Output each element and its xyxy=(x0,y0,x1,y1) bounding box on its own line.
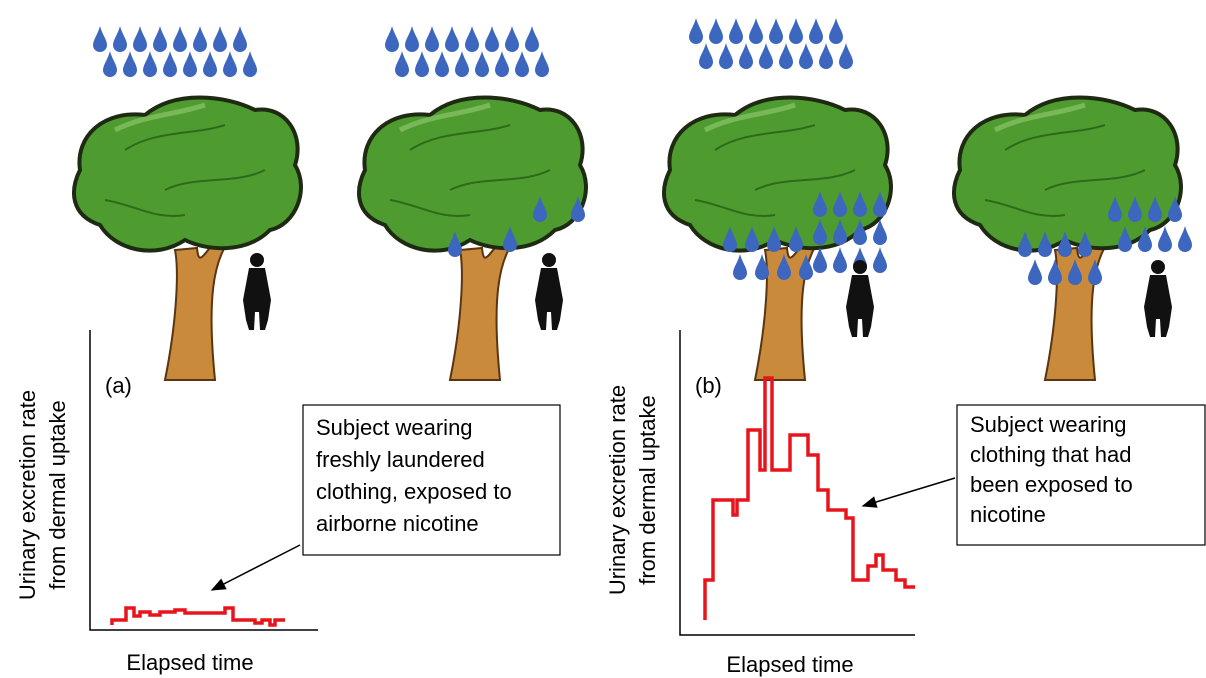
rain-drop xyxy=(133,26,147,52)
arrow xyxy=(212,545,300,590)
rain-drop xyxy=(1028,259,1042,285)
rain-drop xyxy=(455,51,469,77)
rain-drop xyxy=(769,18,783,44)
rain-drop xyxy=(833,247,847,273)
rain-drop xyxy=(873,247,887,273)
rain-drop xyxy=(223,51,237,77)
rain-drop xyxy=(709,18,723,44)
rain-drop xyxy=(1158,226,1172,252)
annotation: Subject wearing xyxy=(316,415,473,440)
person xyxy=(535,253,563,330)
rain-drop xyxy=(123,51,137,77)
rain-drop xyxy=(733,254,747,280)
y-label: Urinary excretion rate xyxy=(605,385,630,595)
y-label: Urinary excretion rate xyxy=(15,390,40,600)
rain-drop xyxy=(153,26,167,52)
rain-drop xyxy=(813,247,827,273)
rain-drop xyxy=(475,51,489,77)
rain-drop xyxy=(535,51,549,77)
rain-drop xyxy=(173,26,187,52)
illustration xyxy=(74,18,1192,380)
person xyxy=(243,253,271,330)
diagram: (a) Urinary excretion rate from dermal u… xyxy=(0,0,1206,678)
rain-drop xyxy=(1178,226,1192,252)
rain-drop xyxy=(103,51,117,77)
rain-drop xyxy=(193,26,207,52)
annotation: clothing that had xyxy=(970,442,1131,467)
rain-drop xyxy=(689,18,703,44)
rain-drop xyxy=(435,51,449,77)
person xyxy=(1144,260,1172,337)
tree xyxy=(359,98,586,381)
rain-drop xyxy=(839,43,853,69)
rain-drop xyxy=(415,51,429,77)
rain-drop xyxy=(385,26,399,52)
rain-drop xyxy=(749,18,763,44)
rain-drop xyxy=(729,18,743,44)
rain-drop xyxy=(425,26,439,52)
panel-label: (b) xyxy=(695,373,722,398)
rain-drop xyxy=(143,51,157,77)
rain-drop xyxy=(93,26,107,52)
panel-b: (b) Urinary excretion rate from dermal u… xyxy=(605,330,1205,677)
excretion-curve xyxy=(112,608,285,625)
rain-drop xyxy=(525,26,539,52)
rain-drop xyxy=(395,51,409,77)
rain-drop xyxy=(465,26,479,52)
rain-drop xyxy=(243,51,257,77)
annotation: airborne nicotine xyxy=(316,511,479,536)
panel-label: (a) xyxy=(105,373,132,398)
rain-drop xyxy=(163,51,177,77)
annotation: clothing, exposed to xyxy=(316,479,512,504)
rain-drop xyxy=(113,26,127,52)
annotation: freshly laundered xyxy=(316,447,485,472)
person xyxy=(846,260,874,337)
rain-drop xyxy=(183,51,197,77)
rain-drop xyxy=(515,51,529,77)
arrow xyxy=(863,478,955,506)
rain-drop xyxy=(699,43,713,69)
rain-drop xyxy=(233,26,247,52)
rain-drop xyxy=(819,43,833,69)
rain-drop xyxy=(485,26,499,52)
rain-drop xyxy=(739,43,753,69)
rain-drop xyxy=(829,18,843,44)
y-label: from dermal uptake xyxy=(45,400,70,590)
rain-drop xyxy=(759,43,773,69)
panel-a: (a) Urinary excretion rate from dermal u… xyxy=(15,330,560,675)
rain-drop xyxy=(203,51,217,77)
tree xyxy=(74,98,301,381)
rain-drop xyxy=(799,43,813,69)
rain-drop xyxy=(719,43,733,69)
annotation: Subject wearing xyxy=(970,412,1127,437)
y-label: from dermal uptake xyxy=(635,395,660,585)
rain-drop xyxy=(445,26,459,52)
rain-drop xyxy=(505,26,519,52)
rain-drop xyxy=(405,26,419,52)
annotation: been exposed to xyxy=(970,472,1133,497)
annotation: nicotine xyxy=(970,502,1046,527)
rain-drop xyxy=(779,43,793,69)
rain-drop xyxy=(809,18,823,44)
x-label: Elapsed time xyxy=(726,652,853,677)
x-label: Elapsed time xyxy=(126,650,253,675)
rain-drop xyxy=(789,18,803,44)
rain-drop xyxy=(495,51,509,77)
rain-drop xyxy=(213,26,227,52)
